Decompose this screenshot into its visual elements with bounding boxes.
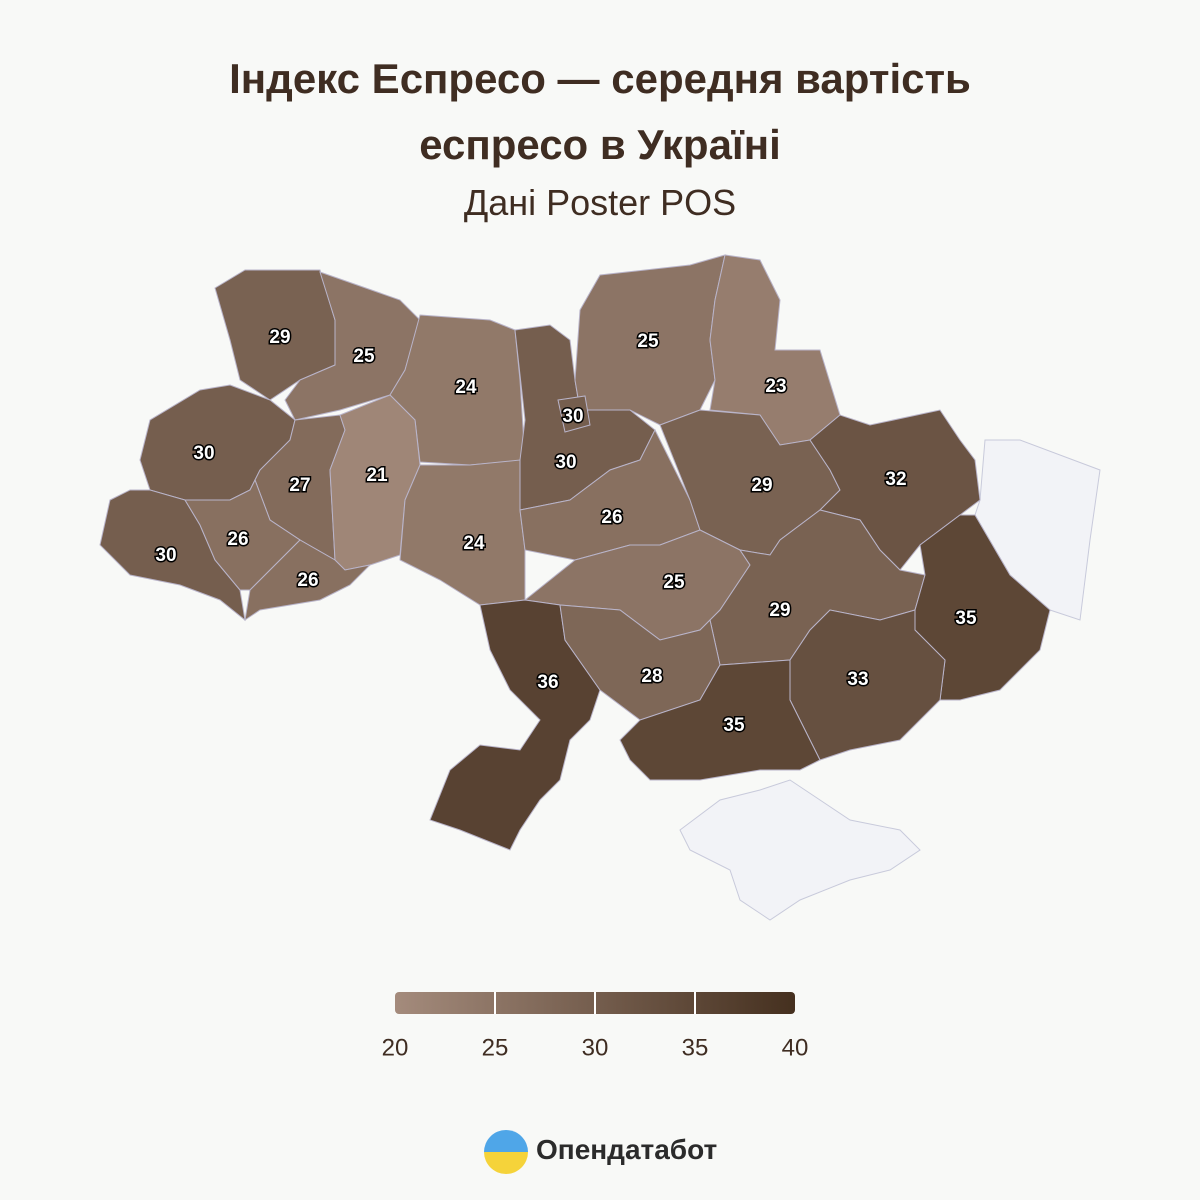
brand: Опендатабот: [536, 1134, 718, 1165]
brand-logo: [484, 1130, 528, 1174]
region-value-label: 30: [562, 406, 583, 427]
region-value-label: 30: [155, 545, 176, 566]
region-value-label: 32: [885, 469, 906, 490]
region-value-label: 24: [463, 533, 485, 554]
region-value-label: 27: [289, 475, 310, 496]
region-value-label: 25: [353, 346, 375, 367]
region: [284, 271, 421, 421]
legend-tick-label: 40: [782, 1034, 809, 1061]
region-value-label: 36: [537, 672, 558, 693]
title: Індекс Еспресо — середня вартість еспрес…: [229, 55, 971, 168]
legend-tick-label: 35: [682, 1034, 709, 1061]
region: [244, 539, 372, 622]
region-value-label: 26: [297, 570, 318, 591]
region: [619, 659, 821, 781]
no-data-area: [679, 779, 921, 921]
region-value-label: 24: [455, 377, 477, 398]
legend-tick-label: 25: [482, 1034, 509, 1061]
region-value-label: 23: [765, 376, 786, 397]
region: [557, 395, 591, 433]
region-value-label: 29: [769, 600, 790, 621]
subtitle: Дані Poster POS: [463, 182, 737, 223]
region-value-label: 35: [955, 608, 977, 629]
region-value-label: 29: [269, 327, 290, 348]
region-value-label: 33: [847, 669, 868, 690]
region-value-label: 29: [751, 475, 772, 496]
region-value-label: 26: [601, 507, 622, 528]
no-data-area: [974, 439, 1101, 621]
region-value-label: 28: [641, 666, 662, 687]
legend-tick-label: 20: [382, 1034, 409, 1061]
region-value-label: 25: [663, 572, 685, 593]
region-value-label: 35: [723, 715, 745, 736]
region-value-label: 21: [366, 465, 388, 486]
legend-tick-label: 30: [582, 1034, 609, 1061]
region-value-label: 26: [227, 529, 248, 550]
region-value-label: 25: [637, 331, 659, 352]
region: [329, 394, 421, 571]
region-value-label: 30: [193, 443, 214, 464]
region-value-label: 30: [555, 452, 576, 473]
